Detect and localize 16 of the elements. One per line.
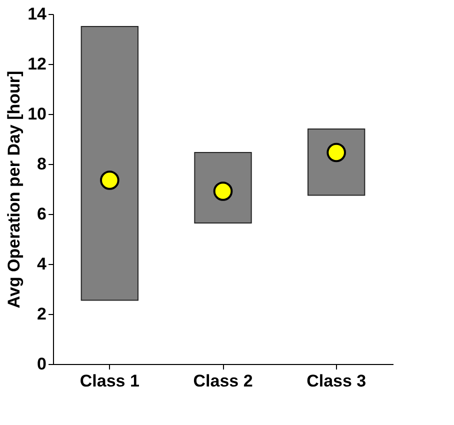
- x-tick-label: Class 1: [80, 372, 140, 390]
- y-tick-label: 6: [37, 204, 46, 224]
- x-tick-label: Class 3: [306, 372, 366, 390]
- y-tick-label: 14: [28, 4, 48, 24]
- x-tick-label: Class 2: [193, 372, 253, 390]
- bar: [80, 26, 138, 301]
- y-axis-title: Avg Operation per Day [hour]: [4, 70, 24, 308]
- y-tick-label: 0: [37, 354, 46, 374]
- y-tick-label: 2: [37, 304, 46, 324]
- bar: [308, 128, 366, 196]
- y-tick-label: 4: [37, 254, 48, 274]
- y-tick-label: 8: [37, 154, 46, 174]
- bar: [194, 152, 252, 224]
- y-tick-label: 12: [28, 54, 46, 74]
- point: [100, 170, 120, 190]
- y-tick-label: 10: [28, 104, 46, 124]
